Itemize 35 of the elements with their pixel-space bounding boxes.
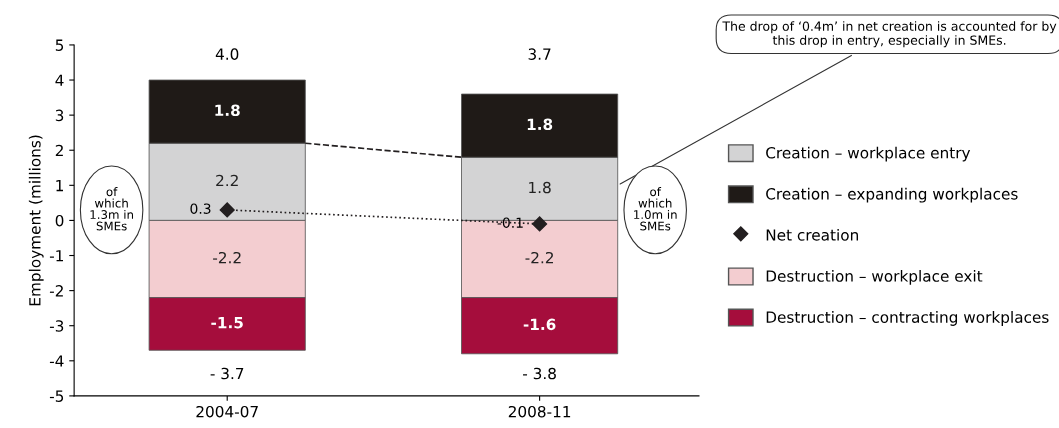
y-tick-label: 3 <box>55 109 64 122</box>
data-label: -1.6 <box>523 318 556 331</box>
data-label: 1.8 <box>527 118 553 131</box>
text: The drop of ‘0.4m’ in net creation is accounted for by this drop in entry, especially in SMEs. <box>722 21 1057 48</box>
x-tick-label: 2008-11 <box>508 405 571 418</box>
data-label: -2.2 <box>525 251 553 264</box>
legend-label: Net creation <box>766 228 858 241</box>
annotation: of which 1.0m in SMEs <box>634 187 677 231</box>
annotation: 4.0 <box>215 48 239 60</box>
data-label: 2.2 <box>216 174 238 187</box>
annotation: 3.7 <box>528 48 551 60</box>
y-tick-label: 1 <box>56 179 63 192</box>
annotation: - 3.8 <box>523 367 556 380</box>
legend-label: Creation – expanding workplaces <box>766 187 1018 203</box>
legend-label: Destruction – workplace exit <box>766 270 983 285</box>
y-tick-label: -3 <box>49 320 64 332</box>
y-tick-label: 5 <box>55 39 64 51</box>
y-tick-label: -5 <box>49 390 64 402</box>
annotation: of which 1.3m in SMEs <box>90 187 134 231</box>
y-tick-label: 0 <box>55 214 64 227</box>
data-label: -2.2 <box>213 251 241 264</box>
y-tick-label: -1 <box>49 250 63 262</box>
data-label: 0.3 <box>190 203 211 214</box>
legend-label: Destruction – contracting workplaces <box>766 311 1049 326</box>
legend-label: Creation – workplace entry <box>766 146 971 162</box>
y-tick-label: 4 <box>55 74 64 86</box>
annotation: - 3.7 <box>210 367 244 380</box>
data-label: -1.5 <box>211 317 243 329</box>
y-axis-title: Employment (millions) <box>28 135 44 306</box>
y-tick-label: -4 <box>49 355 64 367</box>
y-tick-label: -2 <box>49 285 63 297</box>
data-label: 1.8 <box>215 104 240 117</box>
x-tick-label: 2004-07 <box>196 405 258 418</box>
y-tick-label: 2 <box>55 144 63 157</box>
data-label: 1.8 <box>529 181 551 194</box>
